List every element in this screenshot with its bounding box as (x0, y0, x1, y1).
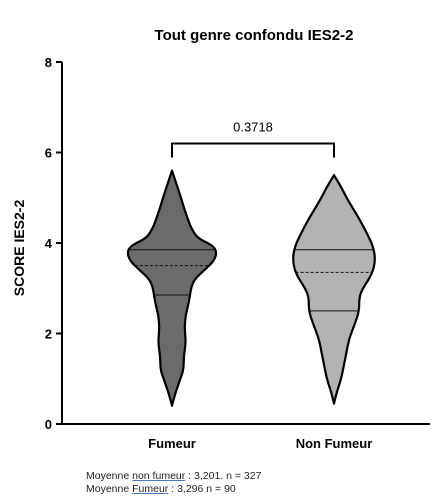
footnote-1-group: non fumeur (132, 470, 186, 482)
p-value-label: 0.3718 (233, 119, 273, 134)
footnote-2-prefix: Moyenne (86, 483, 133, 495)
footnote-smoker: Moyenne Fumeur : 3,296 n = 90 (86, 483, 261, 496)
x-category-label-fumeur: Fumeur (148, 436, 196, 451)
violin-non-fumeur (292, 174, 376, 405)
violin-chart: Tout genre confondu IES2-2 SCORE IES2-2 … (11, 27, 430, 451)
violin-fumeur (126, 169, 218, 407)
footnote-1-prefix: Moyenne (86, 470, 133, 482)
significance-bracket (171, 142, 335, 158)
footnote-2-group: Fumeur (132, 483, 169, 495)
footnotes: Moyenne non fumeur : 3,201. n = 327 Moye… (86, 470, 261, 496)
y-axis-label: SCORE IES2-2 (11, 200, 27, 297)
y-tick-label-0: 0 (45, 417, 52, 432)
y-tick-label-6: 6 (45, 146, 52, 161)
y-tick-label-8: 8 (45, 55, 52, 70)
chart-title: Tout genre confondu IES2-2 (155, 27, 354, 44)
y-tick-label-4: 4 (45, 236, 53, 251)
y-tick-label-2: 2 (45, 327, 52, 342)
x-category-label-non-fumeur: Non Fumeur (296, 436, 373, 451)
plot-area: 0 2 4 6 8 Fumeur Non Fumeur 0.3718 (45, 55, 430, 451)
footnote-non-smoker: Moyenne non fumeur : 3,201. n = 327 (86, 470, 261, 483)
footnote-1-value: : 3,201. n = 327 (185, 470, 262, 482)
footnote-2-value: : 3,296 n = 90 (168, 483, 236, 495)
